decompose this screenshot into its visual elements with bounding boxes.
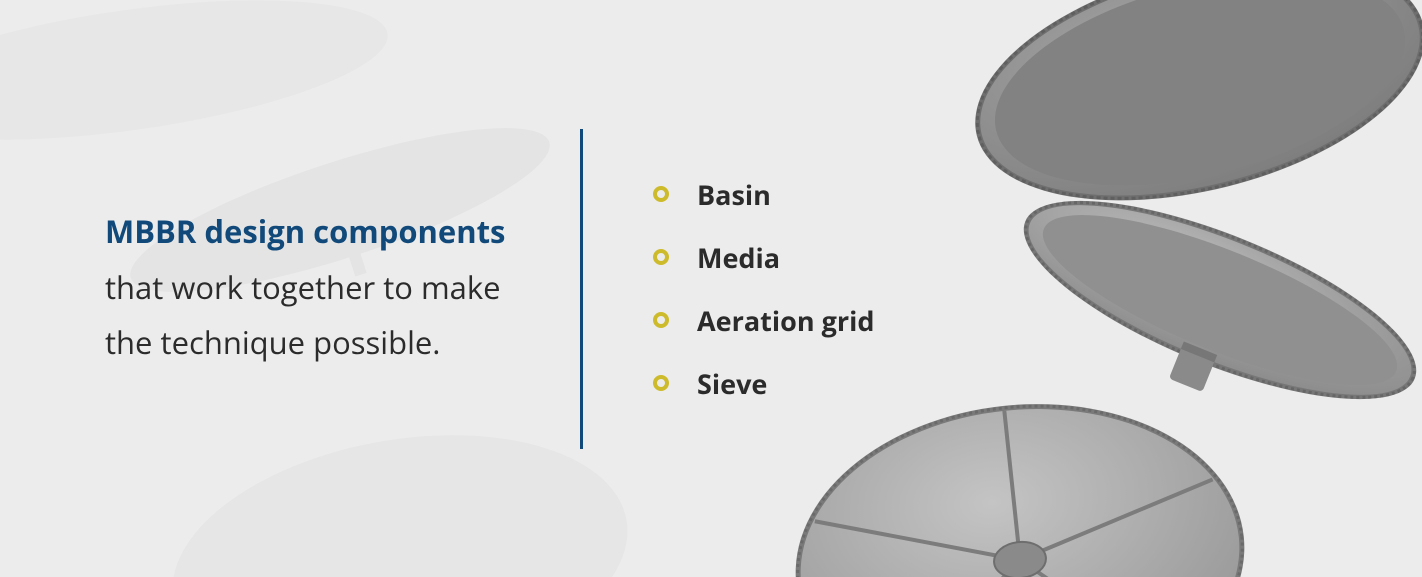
- list-item-label: Basin: [697, 176, 771, 213]
- components-list: Basin Media Aeration grid Sieve: [653, 176, 874, 402]
- heading-text: MBBR design components that work togethe…: [105, 205, 550, 372]
- list-item: Aeration grid: [653, 302, 874, 339]
- list-item: Media: [653, 239, 874, 276]
- bullet-ring-icon: [653, 186, 669, 202]
- list-item: Basin: [653, 176, 874, 213]
- list-item: Sieve: [653, 365, 874, 402]
- list-item-label: Sieve: [697, 365, 767, 402]
- list-item-label: Aeration grid: [697, 302, 874, 339]
- heading-line-1: that work together to make: [105, 267, 501, 309]
- list-block: Basin Media Aeration grid Sieve: [583, 150, 874, 428]
- bullet-ring-icon: [653, 375, 669, 391]
- heading-line-2: the technique possible.: [105, 322, 440, 364]
- heading-accent: MBBR design components: [105, 211, 505, 253]
- heading-block: MBBR design components that work togethe…: [0, 205, 580, 372]
- content-row: MBBR design components that work togethe…: [0, 0, 1422, 577]
- list-item-label: Media: [697, 239, 780, 276]
- bullet-ring-icon: [653, 249, 669, 265]
- bullet-ring-icon: [653, 312, 669, 328]
